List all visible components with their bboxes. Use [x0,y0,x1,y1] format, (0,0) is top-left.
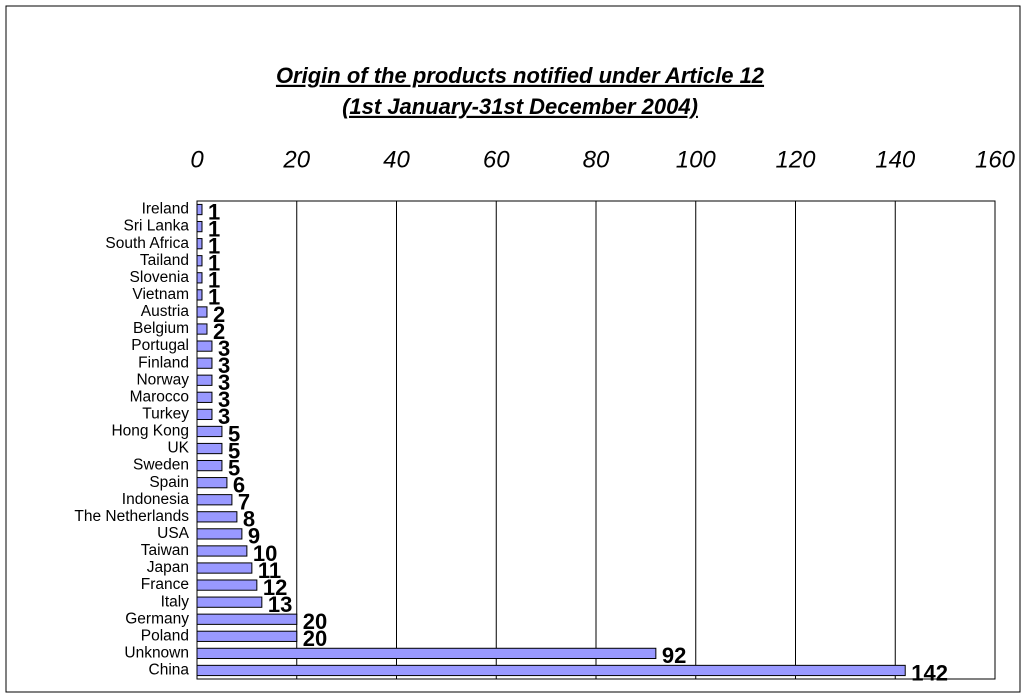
data-label: 2 [213,302,225,327]
data-label: 11 [258,558,281,583]
data-label: 92 [662,643,686,668]
y-tick-label: Poland [141,627,189,644]
bar [196,442,223,455]
bar [196,306,208,318]
data-label: 6 [233,472,245,497]
bar [196,340,213,352]
bar [196,374,213,386]
y-tick-label: Spain [149,474,189,491]
bar [196,391,213,403]
data-label: 2 [213,319,225,344]
y-tick-label: Taiwan [141,542,189,559]
bar [196,323,208,335]
data-label: 3 [218,387,230,412]
bar [196,664,906,677]
data-label: 1 [208,233,220,258]
bar [196,630,298,642]
y-tick-label: France [141,576,189,593]
y-tick-label: Marocco [130,388,189,405]
data-label: 5 [228,421,240,446]
y-tick-label: Austria [141,303,190,320]
x-tick-label: 160 [975,146,1016,173]
y-tick-label: UK [167,440,189,457]
data-label: 1 [208,199,220,224]
data-label: 142 [911,660,948,685]
bar [196,255,203,267]
chart-title: Origin of the products notified under Ar… [276,63,765,88]
x-tick-label: 140 [875,146,916,173]
x-tick-label: 60 [483,146,510,173]
bar [196,477,228,489]
bar [196,220,203,233]
bar [196,579,258,591]
y-tick-label: Sweden [133,457,189,474]
bar [196,289,203,301]
bar [196,459,223,472]
bar [196,272,203,284]
data-label: 3 [218,336,230,361]
y-tick-label: Sri Lanka [124,218,190,235]
x-tick-label: 0 [190,146,204,173]
bar [196,203,203,216]
y-tick-label: Germany [125,610,189,627]
y-tick-label: Ireland [142,201,189,218]
y-tick-label: Vietnam [132,286,189,303]
chart-subtitle: (1st January-31st December 2004) [342,94,698,119]
data-label: 8 [243,507,255,532]
y-tick-label: Turkey [142,405,189,422]
bar [196,511,238,523]
y-tick-label: Italy [161,593,190,610]
y-tick-label: Hong Kong [111,423,189,440]
x-tick-label: 40 [383,146,410,173]
data-label: 12 [263,575,287,600]
bar [196,545,248,557]
y-tick-label: Tailand [140,252,189,269]
bar [196,408,213,421]
bar [196,425,223,438]
data-label: 1 [208,251,220,276]
bar [196,613,298,625]
data-label: 20 [303,609,327,634]
y-tick-label: South Africa [105,235,189,252]
x-tick-label: 120 [775,146,816,173]
data-label: 3 [218,353,230,378]
data-label: 20 [303,626,327,651]
y-tick-label: The Netherlands [74,508,189,525]
data-label: 1 [208,216,220,241]
y-tick-label: Belgium [133,320,189,337]
y-tick-label: Japan [147,559,189,576]
bar [196,596,263,608]
bar [196,562,253,574]
data-label: 13 [268,592,292,617]
x-tick-label: 80 [583,146,610,173]
y-tick-label: Finland [138,354,189,371]
bar [196,494,233,506]
y-tick-label: Unknown [124,644,189,661]
bar [196,357,213,369]
data-label: 5 [228,438,240,463]
data-label: 5 [228,455,240,480]
data-label: 7 [238,490,250,515]
bar [196,528,243,540]
y-tick-label: Portugal [131,337,189,354]
data-label: 3 [218,370,230,395]
y-tick-label: Indonesia [122,491,190,508]
bar [196,647,657,660]
x-tick-label: 100 [676,146,717,173]
data-label: 9 [248,524,260,549]
data-label: 1 [208,285,220,310]
data-label: 3 [218,404,230,429]
x-tick-label: 20 [282,146,310,173]
y-tick-label: Norway [136,371,189,388]
data-label: 10 [253,541,277,566]
bar [196,238,203,250]
y-tick-label: China [149,662,190,679]
data-label: 1 [208,268,220,293]
y-tick-label: USA [157,525,190,542]
y-tick-label: Slovenia [130,269,190,286]
